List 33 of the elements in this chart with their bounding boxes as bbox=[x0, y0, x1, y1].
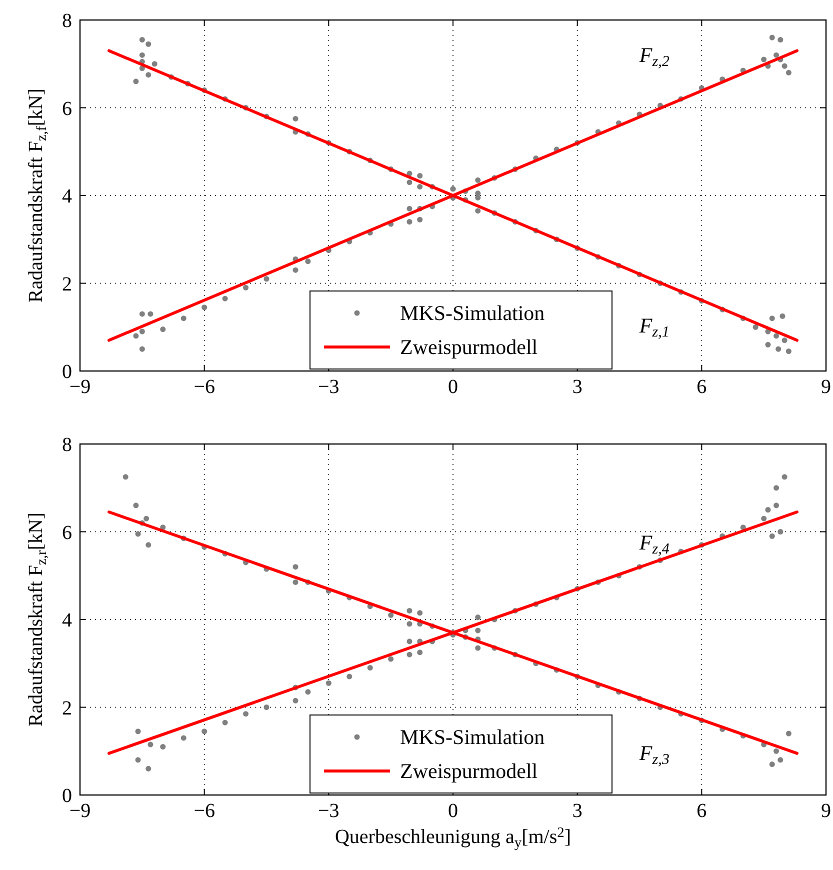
x-tick-label: −3 bbox=[318, 376, 340, 398]
y-tick-label: 2 bbox=[62, 697, 72, 720]
y-tick-label: 4 bbox=[62, 186, 72, 208]
legend-label: MKS-Simulation bbox=[400, 301, 546, 325]
x-tick-label: −9 bbox=[69, 800, 91, 822]
annotation: F$_{z,2}$ bbox=[638, 43, 670, 70]
y-tick-label: 6 bbox=[62, 522, 72, 544]
y-tick-label: 2 bbox=[62, 273, 72, 296]
x-tick-label: 9 bbox=[821, 800, 831, 822]
x-tick-label: 0 bbox=[448, 800, 458, 822]
y-tick-label: 8 bbox=[62, 434, 72, 456]
legend-label: Zweispurmodell bbox=[400, 335, 538, 359]
x-tick-label: −6 bbox=[194, 376, 215, 398]
y-tick-label: 4 bbox=[62, 610, 72, 632]
x-axis-title: Querbeschleunigung a$_{y}$[m/s$^{2}$] bbox=[334, 825, 572, 850]
legend-label: Zweispurmodell bbox=[400, 759, 538, 783]
x-tick-label: 3 bbox=[572, 800, 582, 822]
annotation: F$_{z,4}$ bbox=[638, 530, 670, 558]
y-tick-label: 8 bbox=[62, 10, 72, 32]
x-tick-label: −9 bbox=[69, 376, 91, 398]
annotation: F$_{z,3}$ bbox=[638, 740, 670, 768]
x-tick-label: −6 bbox=[194, 800, 215, 822]
x-tick-label: 0 bbox=[448, 376, 458, 398]
y-tick-label: 6 bbox=[62, 98, 72, 120]
y-tick-label: 0 bbox=[62, 785, 72, 807]
x-tick-label: 9 bbox=[821, 376, 831, 398]
annotation: F$_{z,1}$ bbox=[638, 313, 670, 340]
x-tick-label: 6 bbox=[696, 800, 707, 822]
x-tick-label: −3 bbox=[318, 800, 340, 822]
x-tick-label: 3 bbox=[572, 376, 582, 398]
legend-label: MKS-Simulation bbox=[400, 725, 546, 749]
y-tick-label: 0 bbox=[62, 361, 72, 383]
x-tick-label: 6 bbox=[696, 376, 707, 398]
